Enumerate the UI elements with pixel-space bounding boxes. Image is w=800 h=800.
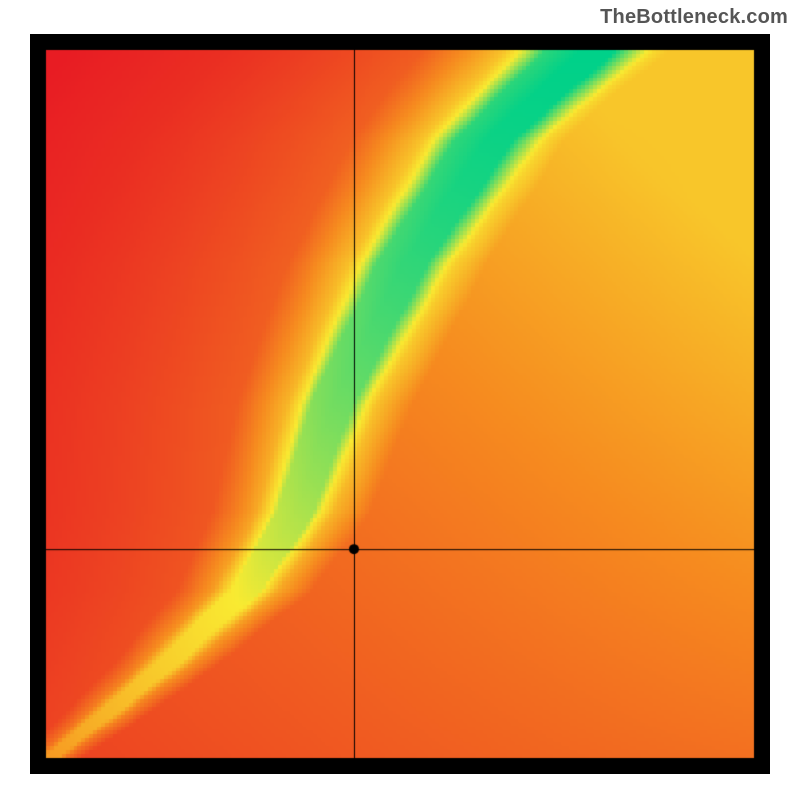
plot-frame bbox=[30, 34, 770, 774]
chart-container: TheBottleneck.com bbox=[0, 0, 800, 800]
watermark-text: TheBottleneck.com bbox=[600, 6, 788, 29]
heatmap-canvas bbox=[30, 34, 770, 774]
